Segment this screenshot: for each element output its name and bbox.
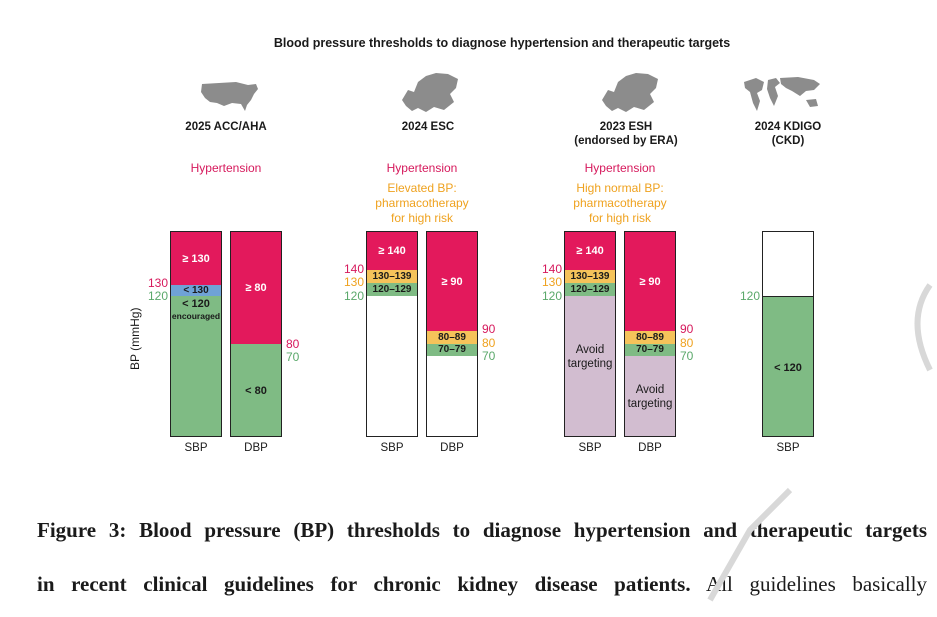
bar-sbp-kdigo: < 120: [762, 231, 814, 437]
watermark-mark: [707, 487, 793, 602]
group-title-kdigo: 2024 KDIGO (CKD): [754, 121, 822, 147]
bar-label-sbp: SBP: [184, 442, 208, 454]
caption-line-1: Figure 3: Blood pressure (BP) thresholds…: [37, 517, 927, 543]
bar-dbp-acc-aha: ≥ 80 < 80: [230, 231, 282, 437]
segment-target: < 80: [231, 344, 281, 436]
bar-dbp-esh: ≥ 90 80–89 70–79 Avoid targeting: [624, 231, 676, 437]
segment-target: 70–79: [625, 344, 675, 356]
bar-sbp-esc: ≥ 140 130–139 120–129: [366, 231, 418, 437]
bar-label-sbp: SBP: [578, 442, 602, 454]
tick-left: 120: [343, 289, 364, 303]
bar-dbp-esc: ≥ 90 80–89 70–79: [426, 231, 478, 437]
group-title-acc-aha: 2025 ACC/AHA: [185, 121, 267, 133]
tick-left: 130: [541, 275, 562, 289]
note-hypertension: Hypertension: [584, 161, 656, 175]
segment-avoid-targeting: Avoid targeting: [625, 356, 675, 436]
caption-text: All guidelines basically: [690, 572, 927, 596]
group-title-esc: 2024 ESC: [401, 121, 455, 133]
bar-label-dbp: DBP: [638, 442, 662, 454]
tick-left: 120: [147, 289, 168, 303]
segment-blue-band: < 130: [171, 285, 221, 296]
segment-target: < 120 encouraged: [171, 296, 221, 436]
tick-right: 70: [286, 350, 300, 364]
tick-right: 90: [680, 322, 694, 336]
tick-left: 140: [343, 262, 364, 276]
segment-avoid-targeting: Avoid targeting: [565, 296, 615, 436]
segment-elevated: 80–89: [427, 331, 477, 344]
segment-target: 120–129: [367, 283, 417, 296]
segment-target-label: < 120: [182, 298, 210, 310]
usa-map-icon: [201, 82, 258, 111]
segment-hypertension: ≥ 140: [367, 232, 417, 270]
tick-right: 80: [482, 336, 496, 350]
bar-sbp-acc-aha: ≥ 130 < 130 < 120 encouraged: [170, 231, 222, 437]
segment-target: < 120: [763, 296, 813, 436]
europe-map-icon: [402, 73, 458, 112]
segment-elevated: 130–139: [367, 270, 417, 283]
note-elevated-bp: Elevated BP: pharmacotherapy for high ri…: [375, 181, 469, 225]
figure-title: Blood pressure thresholds to diagnose hy…: [273, 36, 731, 50]
europe-map-icon: [602, 73, 658, 112]
tick-left: 130: [343, 275, 364, 289]
segment-high-normal: 80–89: [625, 331, 675, 344]
tick-left: 130: [147, 276, 168, 290]
bar-label-dbp: DBP: [244, 442, 268, 454]
caption-bold: Figure 3: Blood pressure (BP) thresholds…: [37, 518, 927, 542]
note-hypertension: Hypertension: [386, 161, 458, 175]
segment-hypertension: ≥ 130: [171, 232, 221, 285]
caption-line-2: in recent clinical guidelines for chroni…: [37, 571, 927, 597]
segment-hypertension: ≥ 80: [231, 232, 281, 344]
bar-sbp-esh: ≥ 140 130–139 120–129 Avoid targeting: [564, 231, 616, 437]
tick-left: 140: [541, 262, 562, 276]
segment-hypertension: ≥ 90: [625, 232, 675, 331]
tick-right: 80: [286, 337, 300, 351]
y-axis-label: BP (mmHg): [128, 307, 142, 370]
note-high-normal-bp: High normal BP: pharmacotherapy for high…: [573, 181, 667, 225]
segment-hypertension: ≥ 140: [565, 232, 615, 270]
caption-bold: in recent clinical guidelines for chroni…: [37, 572, 691, 596]
bar-label-sbp: SBP: [776, 442, 800, 454]
tick-right: 70: [680, 349, 694, 363]
watermark-mark: [914, 283, 933, 372]
tick-right: 80: [680, 336, 694, 350]
tick-left: 120: [739, 289, 760, 303]
segment-hypertension: ≥ 90: [427, 232, 477, 331]
tick-right: 70: [482, 349, 496, 363]
segment-target: 70–79: [427, 344, 477, 356]
segment-high-normal: 130–139: [565, 270, 615, 283]
group-title-esh: 2023 ESH (endorsed by ERA): [574, 121, 678, 147]
tick-right: 90: [482, 322, 496, 336]
world-map-icon: [744, 77, 820, 111]
segment-target-sublabel: encouraged: [171, 311, 221, 321]
segment-target: 120–129: [565, 283, 615, 296]
tick-left: 120: [541, 289, 562, 303]
bar-label-sbp: SBP: [380, 442, 404, 454]
note-hypertension: Hypertension: [190, 161, 262, 175]
bar-label-dbp: DBP: [440, 442, 464, 454]
